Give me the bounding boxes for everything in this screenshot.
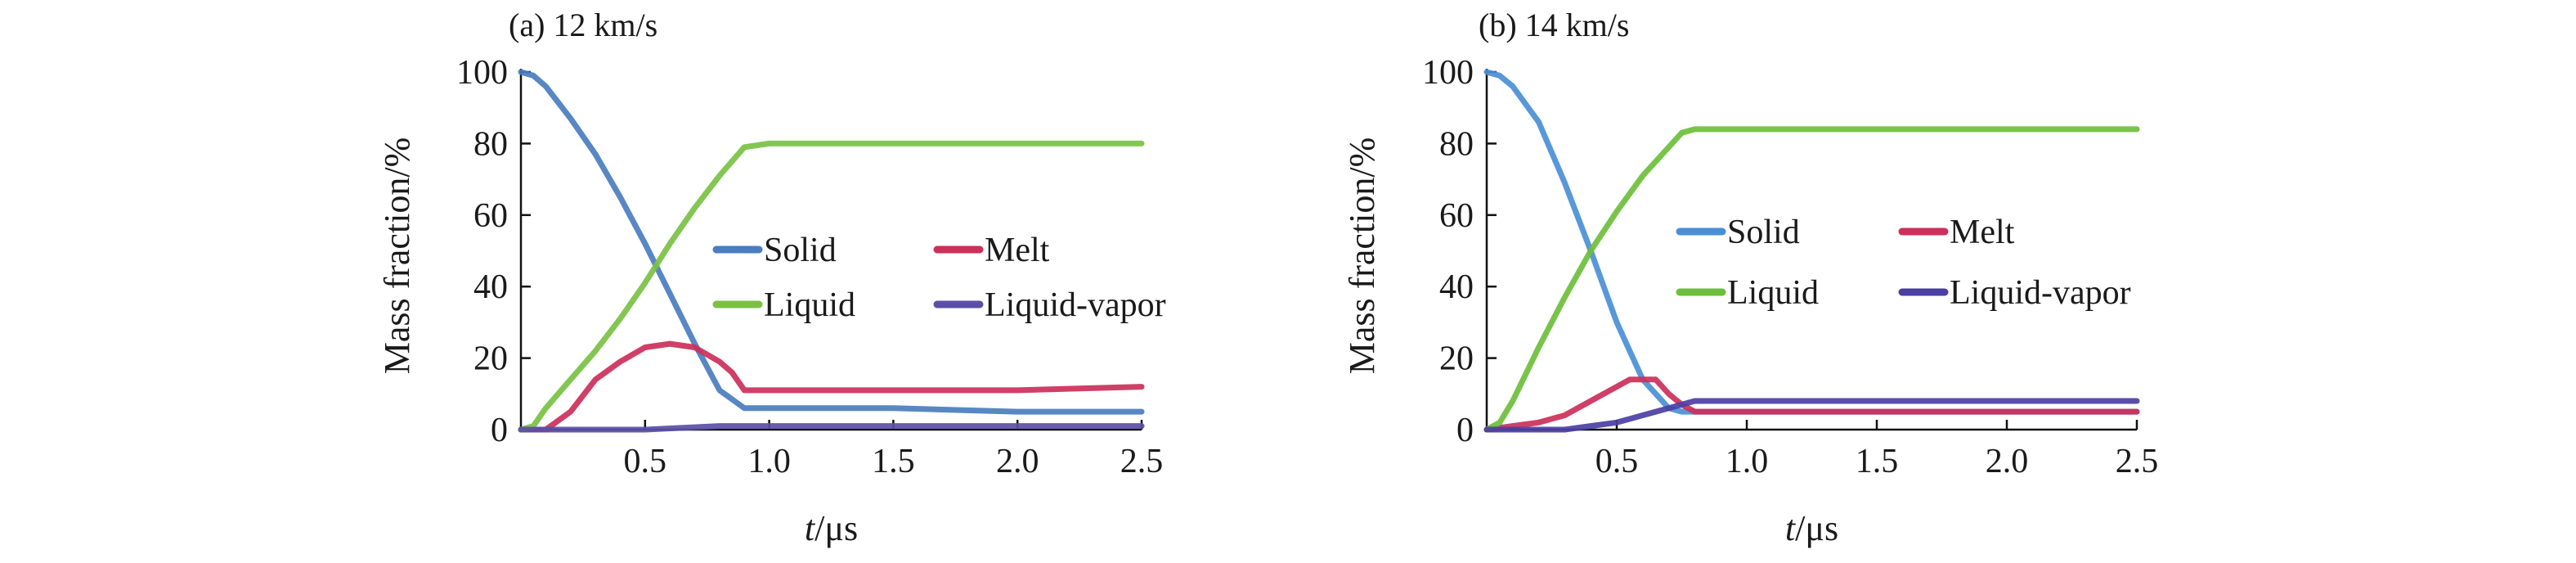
x-tick-label: 1.5 — [872, 443, 915, 480]
legend-label-liquid: Liquid — [1727, 274, 1819, 312]
x-tick-label: 0.5 — [1595, 443, 1639, 480]
series-line-solid — [518, 69, 1145, 415]
y-tick-label: 40 — [473, 268, 508, 306]
y-tick-label: 0 — [1456, 412, 1474, 449]
legend-label-solid: Solid — [1727, 214, 1800, 251]
y-axis-label: Mass fraction/% — [1342, 137, 1382, 375]
y-tick-label: 20 — [473, 340, 508, 378]
series-line-liquid — [1483, 126, 2140, 433]
chart-panel-a: (a) 12 km/s 0 20 40 60 80 100 0.5 1.0 1.5 2.0 2.5 Ma… — [377, 7, 1166, 548]
x-tick-label: 2.5 — [2116, 443, 2159, 480]
x-tick-label: 1.0 — [1726, 443, 1769, 480]
y-tick-label: 0 — [491, 412, 508, 449]
series-line-liquid-vapor — [1483, 398, 2140, 433]
y-tick-label: 80 — [473, 125, 508, 163]
chart-title: (a) 12 km/s — [509, 7, 657, 43]
chart-panel-b: (b) 14 km/s 0 20 40 60 80 100 0.5 1.0 1.5 2.0 2.5 Ma… — [1342, 7, 2158, 548]
x-tick-label: 0.5 — [624, 443, 667, 480]
x-tick-label: 2.5 — [1120, 443, 1164, 480]
legend-label-melt: Melt — [985, 232, 1050, 269]
series-line-melt — [518, 340, 1145, 433]
y-tick-label: 100 — [456, 54, 508, 92]
x-axis-label: t/μs — [1785, 508, 1838, 548]
series-line-liquid-vapor — [518, 423, 1145, 433]
x-tick-label: 2.0 — [996, 443, 1039, 480]
y-tick-label: 80 — [1439, 125, 1474, 163]
series-line-solid — [1483, 69, 2140, 415]
x-axis-label: t/μs — [805, 508, 858, 548]
legend-label-melt: Melt — [1950, 214, 2015, 251]
legend-label-liquid: Liquid — [764, 286, 855, 324]
legend: Solid Melt Liquid Liquid-vapor — [712, 232, 1166, 324]
series-line-liquid — [518, 140, 1145, 433]
y-tick-label: 60 — [1439, 197, 1474, 235]
y-tick-label: 60 — [473, 197, 508, 235]
x-tick-label: 1.5 — [1856, 443, 1899, 480]
legend-label-liquid-vapor: Liquid-vapor — [1950, 274, 2131, 312]
legend-label-liquid-vapor: Liquid-vapor — [985, 286, 1166, 324]
legend: Solid Melt Liquid Liquid-vapor — [1676, 214, 2131, 312]
chart-title: (b) 14 km/s — [1479, 7, 1629, 43]
legend-label-solid: Solid — [764, 232, 837, 269]
y-tick-label: 100 — [1422, 54, 1474, 92]
y-axis-label: Mass fraction/% — [377, 137, 417, 375]
y-tick-label: 20 — [1439, 340, 1474, 378]
x-tick-label: 1.0 — [747, 443, 791, 480]
series-line-melt — [1483, 376, 2140, 433]
y-tick-label: 40 — [1439, 268, 1474, 306]
x-tick-label: 2.0 — [1986, 443, 2029, 480]
